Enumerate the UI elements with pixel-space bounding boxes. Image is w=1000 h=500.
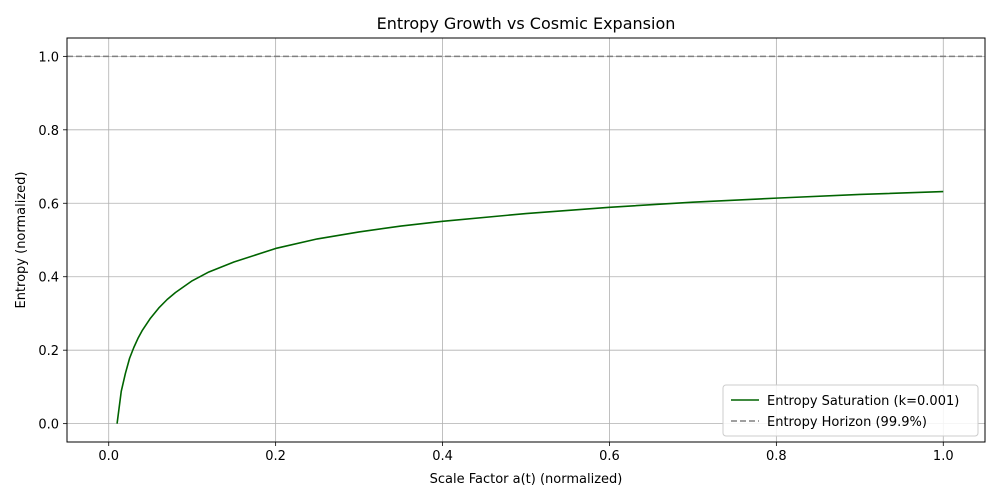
x-tick-label: 1.0	[933, 449, 954, 464]
x-tick-label: 0.2	[265, 449, 286, 464]
y-tick-label: 0.0	[38, 418, 59, 433]
x-tick-label: 0.6	[599, 449, 620, 464]
legend: Entropy Saturation (k=0.001) Entropy Hor…	[722, 384, 979, 437]
y-axis-label: Entropy (normalized)	[14, 171, 29, 308]
legend-label-entropy-saturation: Entropy Saturation (k=0.001)	[767, 394, 959, 409]
axis-ticks: 0.0 0.2 0.4 0.6 0.8 1.0 0.0 0.2 0.4 0.6 0.8 1.0	[38, 50, 953, 464]
x-axis-label: Scale Factor a(t) (normalized)	[430, 472, 623, 487]
y-tick-label: 0.6	[38, 197, 59, 212]
series-line-entropy-saturation	[116, 190, 944, 424]
plot-area	[67, 55, 985, 424]
x-tick-label: 0.4	[432, 449, 453, 464]
legend-label-entropy-horizon: Entropy Horizon (99.9%)	[767, 415, 927, 430]
plot-frame	[66, 37, 986, 443]
y-tick-label: 0.4	[38, 271, 59, 286]
chart-title: Entropy Growth vs Cosmic Expansion	[377, 14, 676, 33]
y-tick-label: 0.2	[38, 344, 59, 359]
x-tick-label: 0.8	[766, 449, 787, 464]
y-tick-label: 0.8	[38, 124, 59, 139]
x-tick-label: 0.0	[98, 449, 119, 464]
legend-box	[722, 384, 979, 437]
y-tick-label: 1.0	[38, 50, 59, 65]
